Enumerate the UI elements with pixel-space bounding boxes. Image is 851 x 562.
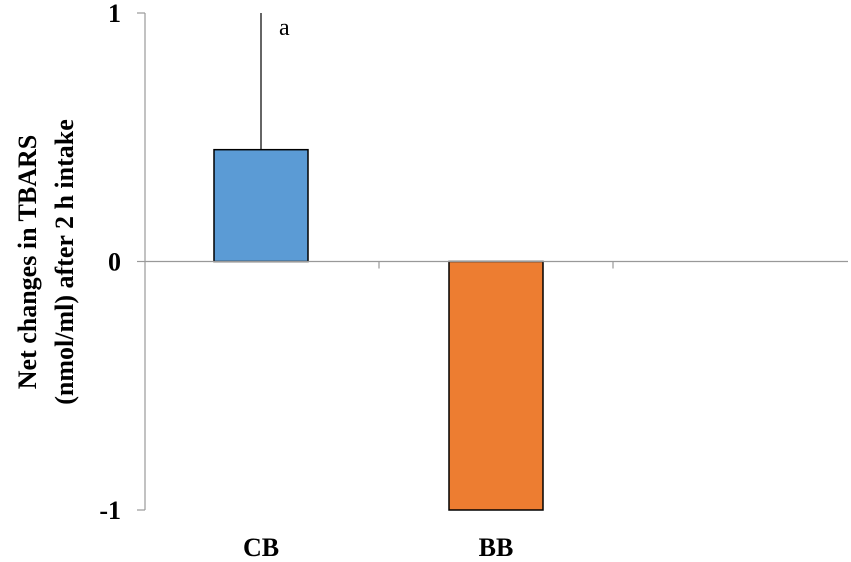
bar-cb [213,148,309,263]
bar-bb [448,260,544,511]
plot-area: 1 0 -1 a CB BB [99,0,848,562]
y-axis-label-line2: (nmol/ml) after 2 h intake [50,119,79,405]
y-axis-label: Net changes in TBARS (nmol/ml) after 2 h… [13,119,79,405]
y-tick-label: 1 [108,0,121,28]
x-tick-label-cb: CB [243,533,279,562]
y-tick-label: 0 [108,248,121,277]
y-tick-label: -1 [99,496,121,525]
y-axis-label-line1: Net changes in TBARS [13,135,42,390]
x-tick-label-bb: BB [479,533,514,562]
significance-label: a [279,15,290,41]
